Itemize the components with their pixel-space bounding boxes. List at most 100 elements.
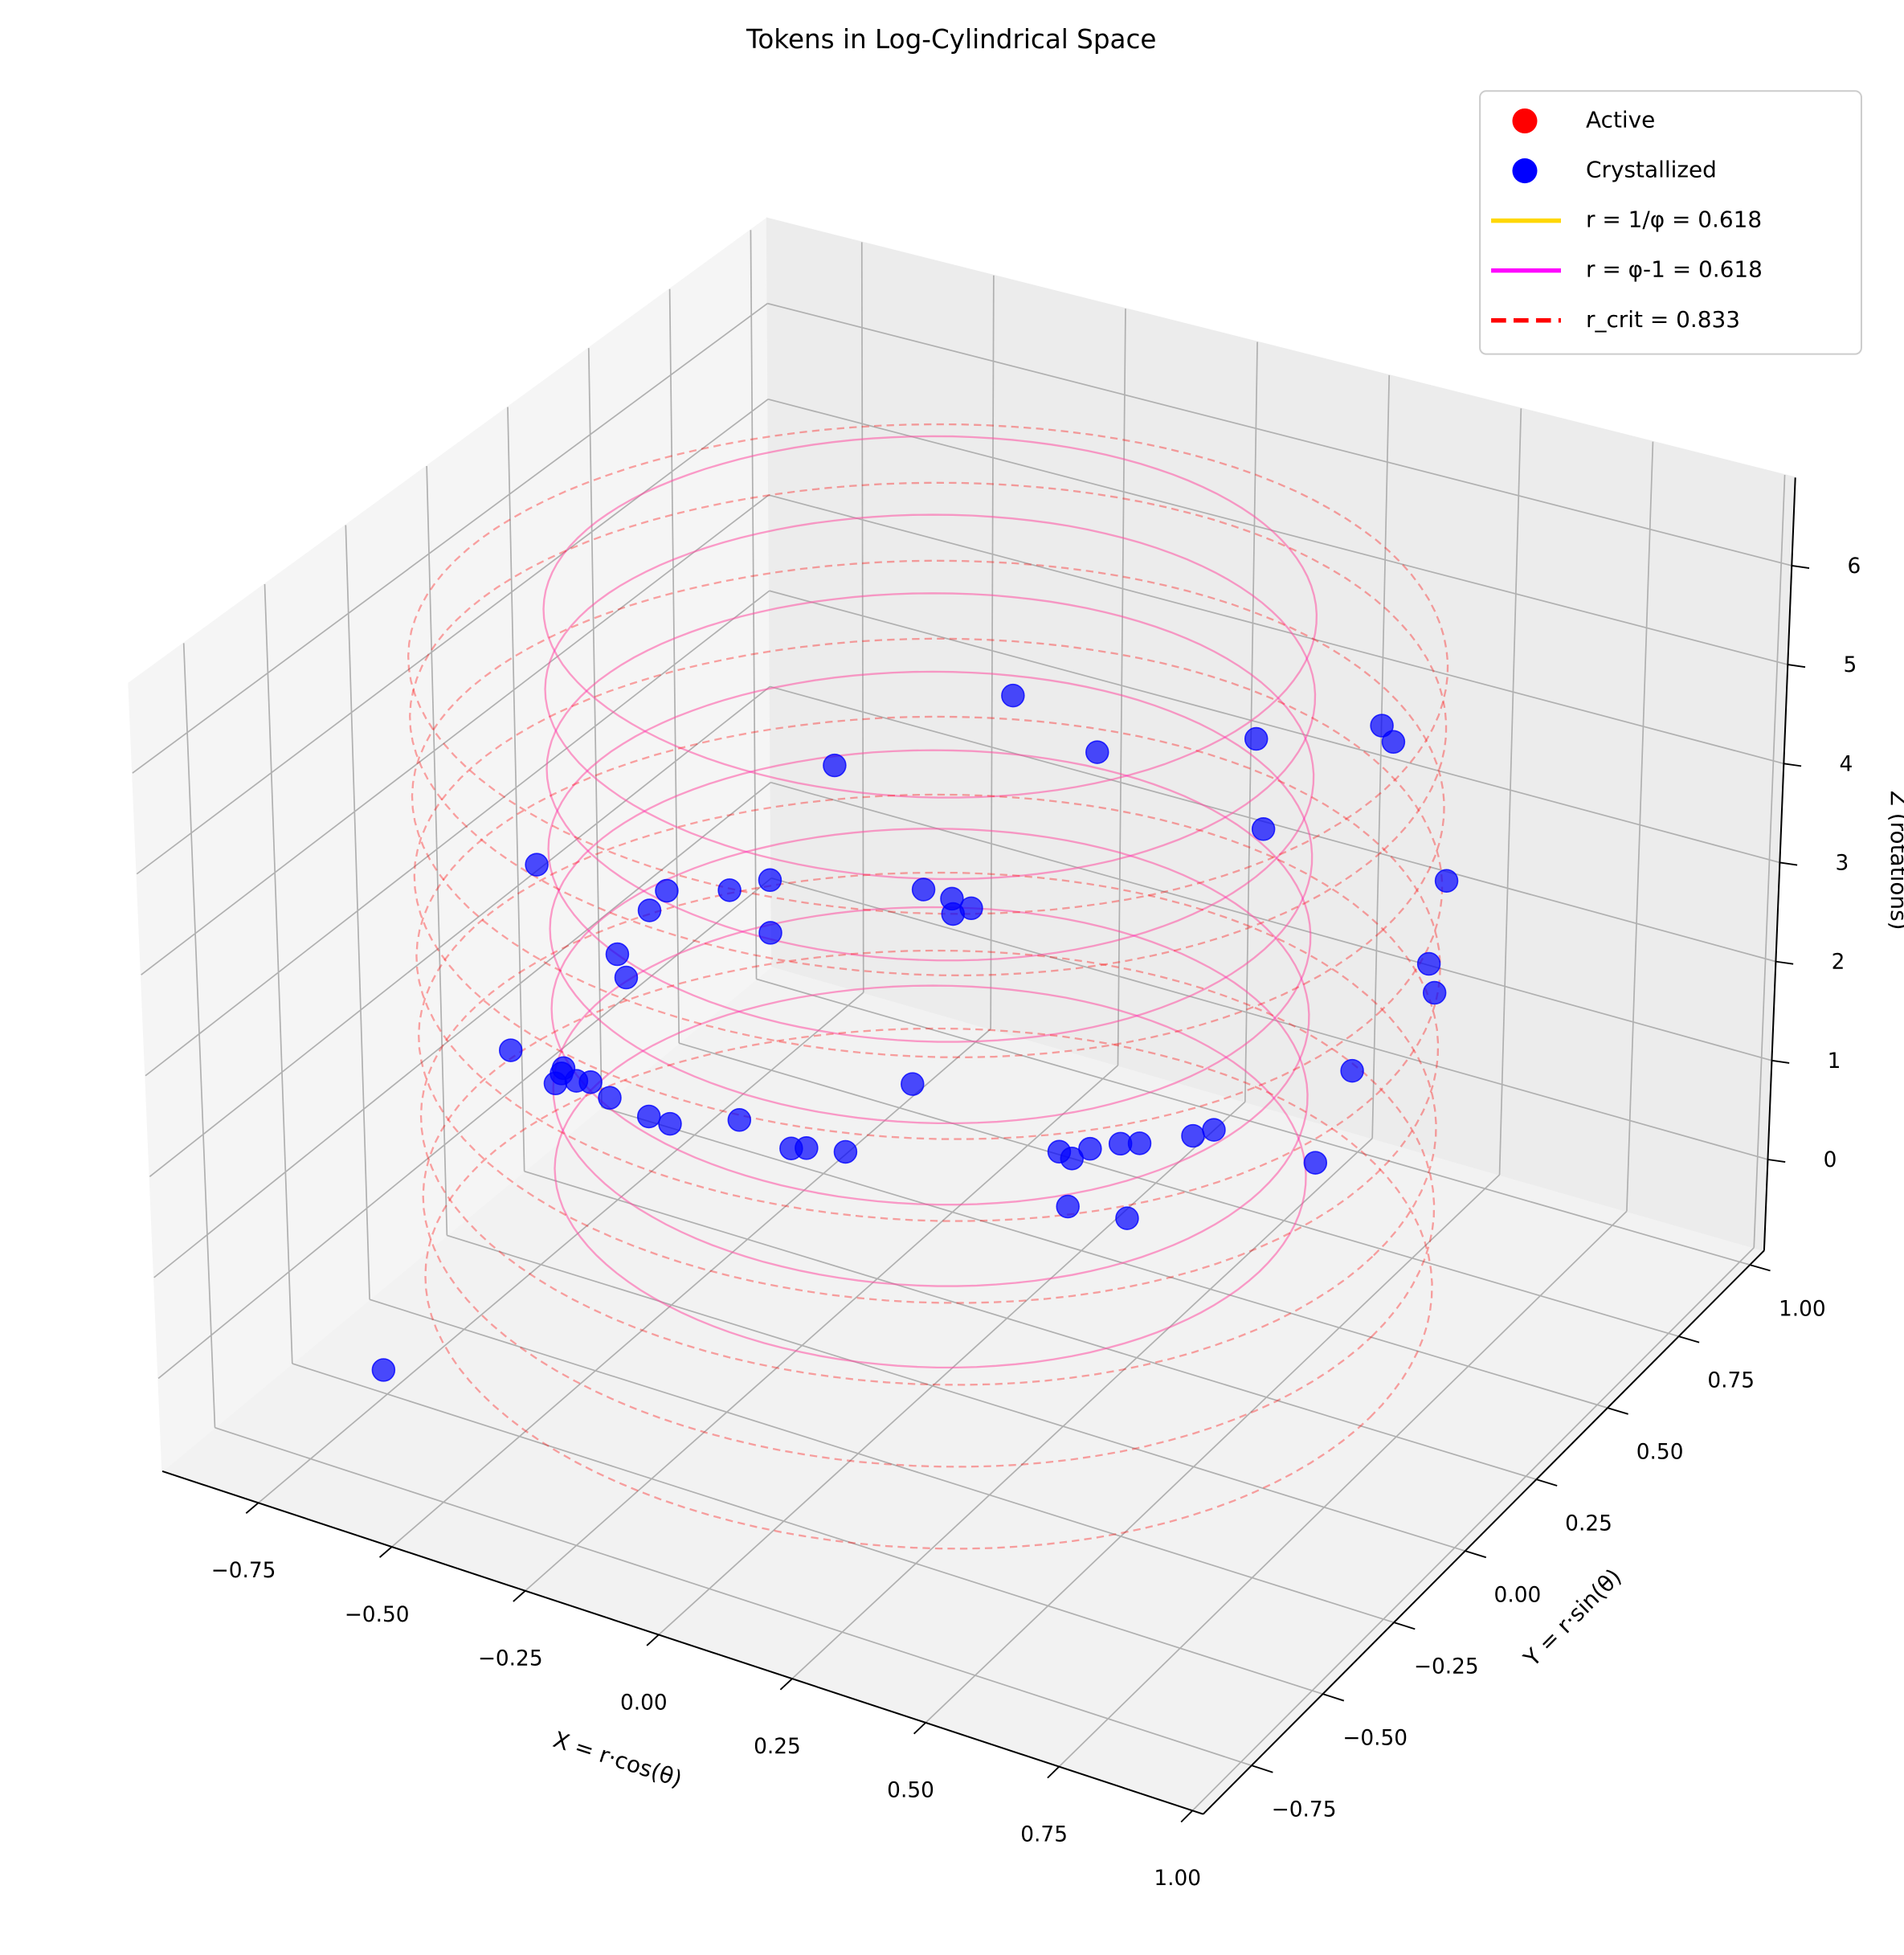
ring [407, 423, 1449, 915]
grid-line [990, 275, 995, 1029]
tick-mark [1251, 1765, 1273, 1773]
token-point [795, 1136, 819, 1160]
tick-mark [1792, 564, 1810, 569]
x-tick-label: 0.00 [620, 1691, 668, 1715]
legend-marker [1512, 108, 1538, 134]
token-point [525, 853, 549, 877]
token-point [1085, 740, 1109, 764]
token-point [1244, 726, 1269, 751]
grid-line [1244, 342, 1258, 1102]
x-tick-label: 0.50 [887, 1779, 934, 1803]
ring [418, 793, 1440, 1304]
x-tick-label: 0.25 [754, 1735, 801, 1759]
grid-line [756, 978, 1751, 1266]
tick-mark [1678, 1335, 1700, 1344]
tick-mark [1607, 1407, 1628, 1415]
token-point [614, 965, 639, 990]
z-tick-label: 6 [1847, 554, 1861, 579]
grid-line [369, 1299, 1395, 1623]
tick-mark [1180, 1810, 1194, 1823]
ring [544, 513, 1317, 881]
grid-line [1117, 309, 1126, 1065]
z-tick-label: 3 [1836, 852, 1849, 876]
z-tick-label: 4 [1840, 752, 1853, 776]
x-tick-label: 1.00 [1154, 1867, 1201, 1891]
y-tick-label: −0.25 [1414, 1654, 1479, 1679]
ring [554, 984, 1307, 1369]
token-point [1434, 869, 1459, 893]
grid-line [601, 1106, 1608, 1409]
token-point [1303, 1151, 1328, 1175]
token-point [605, 942, 630, 967]
token-point [717, 878, 742, 902]
grid-line [791, 1137, 1373, 1679]
x-tick-label: −0.25 [478, 1647, 543, 1671]
ring [549, 749, 1312, 1125]
grid-line [426, 465, 448, 1236]
ring [544, 513, 1317, 881]
grid-line [391, 1028, 991, 1548]
panes [128, 217, 1796, 1815]
grid-line [1058, 1210, 1628, 1768]
token-point [371, 1358, 396, 1382]
grid-line [524, 1170, 1537, 1480]
grid-line [292, 1363, 1323, 1695]
ring [542, 435, 1318, 799]
grid-line [182, 643, 216, 1428]
points [371, 683, 1459, 1382]
token-point [758, 868, 782, 893]
grid-line [1753, 474, 1786, 1248]
token-point [1060, 1146, 1085, 1171]
tick-mark [779, 1678, 793, 1691]
grid-line [925, 1174, 1501, 1724]
ring [545, 592, 1315, 962]
token-point [598, 1086, 622, 1110]
token-point [1381, 730, 1406, 755]
chart-title: Tokens in Log-Cylindrical Space [746, 24, 1156, 55]
z-axis-line [1763, 477, 1796, 1251]
grid-line [770, 781, 1772, 1061]
token-point [655, 878, 679, 903]
z-tick-label: 5 [1844, 653, 1857, 677]
ring [542, 435, 1318, 799]
token-point [578, 1070, 603, 1094]
grid-line [860, 242, 864, 993]
tick-mark [1465, 1550, 1487, 1559]
ring [545, 592, 1315, 962]
y-tick-label: 1.00 [1779, 1297, 1826, 1321]
ring [554, 984, 1307, 1369]
x-tick-label: 0.75 [1020, 1822, 1068, 1847]
legend-label: r = 1/φ = 0.618 [1586, 207, 1762, 233]
ring [552, 906, 1309, 1287]
tick-mark [1536, 1479, 1558, 1487]
grid-line [507, 407, 525, 1172]
x-axis-label: X = r·cos(θ) [550, 1726, 685, 1793]
y-tick-label: −0.75 [1272, 1798, 1337, 1822]
tick-mark [1771, 1059, 1790, 1064]
grid-line [264, 583, 293, 1364]
z-axis-label: Z (rotations) [1886, 791, 1904, 930]
grid-line [678, 1042, 1679, 1337]
legend-label: r_crit = 0.833 [1586, 306, 1740, 333]
grid-line [767, 302, 1792, 566]
grid-line [1626, 441, 1654, 1212]
token-point [1078, 1136, 1102, 1161]
x-tick-label: −0.50 [345, 1603, 410, 1627]
token-point [658, 1111, 682, 1136]
y-tick-label: −0.50 [1342, 1726, 1408, 1750]
tick-mark [1783, 763, 1802, 767]
grid-line [345, 525, 370, 1300]
grid-line [769, 590, 1780, 864]
grid-line [258, 992, 864, 1503]
ring [550, 828, 1310, 1206]
y-tick-label: 0.25 [1565, 1511, 1612, 1536]
ring [424, 1027, 1433, 1550]
grid-line [658, 1101, 1246, 1636]
legend-label: r = φ-1 = 0.618 [1586, 256, 1763, 283]
tick-mark [1047, 1765, 1060, 1779]
tick-mark [1779, 861, 1798, 866]
ring [549, 749, 1312, 1125]
tick-mark [1788, 664, 1806, 669]
token-point [1001, 683, 1025, 708]
tick-mark [378, 1546, 393, 1558]
